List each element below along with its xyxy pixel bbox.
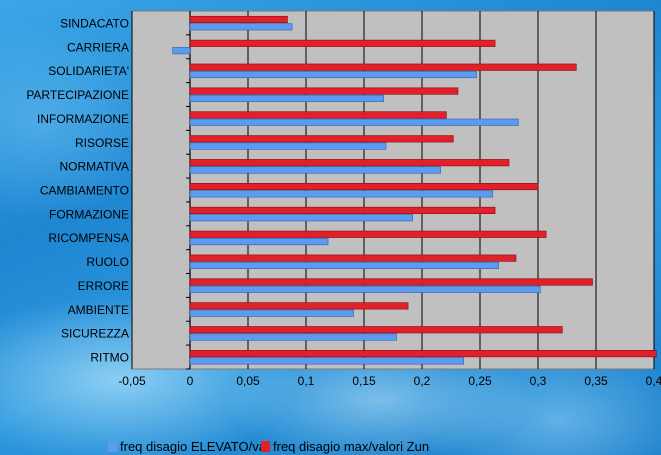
- legend-label-series-2: freq disagio max/valori Zun: [273, 438, 430, 454]
- category-label: INFORMAZIONE: [37, 112, 129, 126]
- bar-series-2: [189, 183, 539, 191]
- category-label: NORMATIVA: [59, 160, 129, 174]
- bar-series-1: [189, 357, 465, 365]
- bar-series-2: [189, 254, 517, 262]
- category-label: RITMO: [90, 351, 129, 365]
- bar-series-1: [189, 333, 397, 341]
- category-label: AMBIENTE: [68, 303, 129, 317]
- bar-series-1: [189, 94, 385, 102]
- bar-series-2: [189, 111, 447, 119]
- bar-series-1: [189, 214, 414, 222]
- bar-series-2: [189, 326, 563, 334]
- bar-series-1: [172, 47, 191, 55]
- category-label: RICOMPENSA: [48, 231, 129, 245]
- bar-series-1: [189, 309, 354, 317]
- category-label: PARTECIPAZIONE: [26, 88, 129, 102]
- bar-series-2: [189, 302, 409, 310]
- x-tick-label: 0,05: [236, 374, 260, 388]
- bar-series-1: [189, 238, 329, 246]
- x-tick-label: 0,15: [352, 374, 376, 388]
- x-tick-label: 0,1: [298, 374, 315, 388]
- category-label: FORMAZIONE: [49, 207, 129, 221]
- legend-swatch-series-2: [261, 440, 270, 452]
- bar-series-2: [189, 15, 288, 24]
- category-label: RISORSE: [75, 136, 129, 150]
- bar-series-1: [189, 190, 494, 198]
- category-labels: SINDACATO CARRIERA SOLIDARIETA' PARTECIPAZI…: [26, 16, 129, 364]
- bar-series-2: [189, 278, 593, 286]
- x-axis-tick-labels: -0,05 0 0,05 0,1 0,15 0,2 0,25 0,3 0,35 0,4: [118, 374, 661, 388]
- bar-series-1: [189, 70, 477, 79]
- bar-series-2: [189, 63, 577, 71]
- x-tick-label: 0,35: [584, 374, 608, 388]
- bar-series-1: [189, 166, 441, 174]
- bars: [172, 15, 657, 365]
- category-label: ERRORE: [78, 279, 129, 293]
- bar-series-1: [189, 118, 519, 126]
- category-label: SINDACATO: [60, 16, 129, 30]
- x-tick-label: -0,05: [118, 374, 146, 388]
- x-tick-label: 0,2: [414, 374, 431, 388]
- bar-series-2: [189, 350, 657, 358]
- category-label: CARRIERA: [67, 40, 129, 54]
- x-tick-label: 0: [187, 374, 194, 388]
- category-label: SOLIDARIETA': [48, 64, 129, 78]
- bar-series-2: [189, 135, 454, 143]
- category-label: RUOLO: [86, 255, 129, 269]
- legend-item-series-1: freq disagio ELEVATO/valori ZUN: [108, 439, 261, 454]
- legend-item-series-2: freq disagio max/valori Zun: [261, 439, 429, 454]
- x-tick-label: 0,4: [646, 374, 661, 388]
- category-label: CAMBIAMENTO: [40, 184, 129, 198]
- bar-series-1: [189, 285, 541, 293]
- bar-series-2: [189, 206, 496, 214]
- legend: freq disagio ELEVATO/valori ZUN freq dis…: [108, 438, 429, 454]
- bar-series-2: [189, 230, 547, 238]
- bar-series-2: [189, 159, 510, 167]
- bar-series-2: [189, 39, 496, 47]
- x-tick-label: 0,3: [530, 374, 547, 388]
- legend-label-series-1: freq disagio ELEVATO/valori ZUN: [120, 438, 261, 454]
- category-label: SICUREZZA: [61, 327, 129, 341]
- legend-swatch-series-1: [108, 440, 117, 452]
- bar-series-1: [189, 261, 499, 270]
- x-tick-label: 0,25: [468, 374, 492, 388]
- bar-series-1: [189, 142, 387, 150]
- bar-series-1: [189, 23, 293, 31]
- bar-series-2: [189, 87, 459, 95]
